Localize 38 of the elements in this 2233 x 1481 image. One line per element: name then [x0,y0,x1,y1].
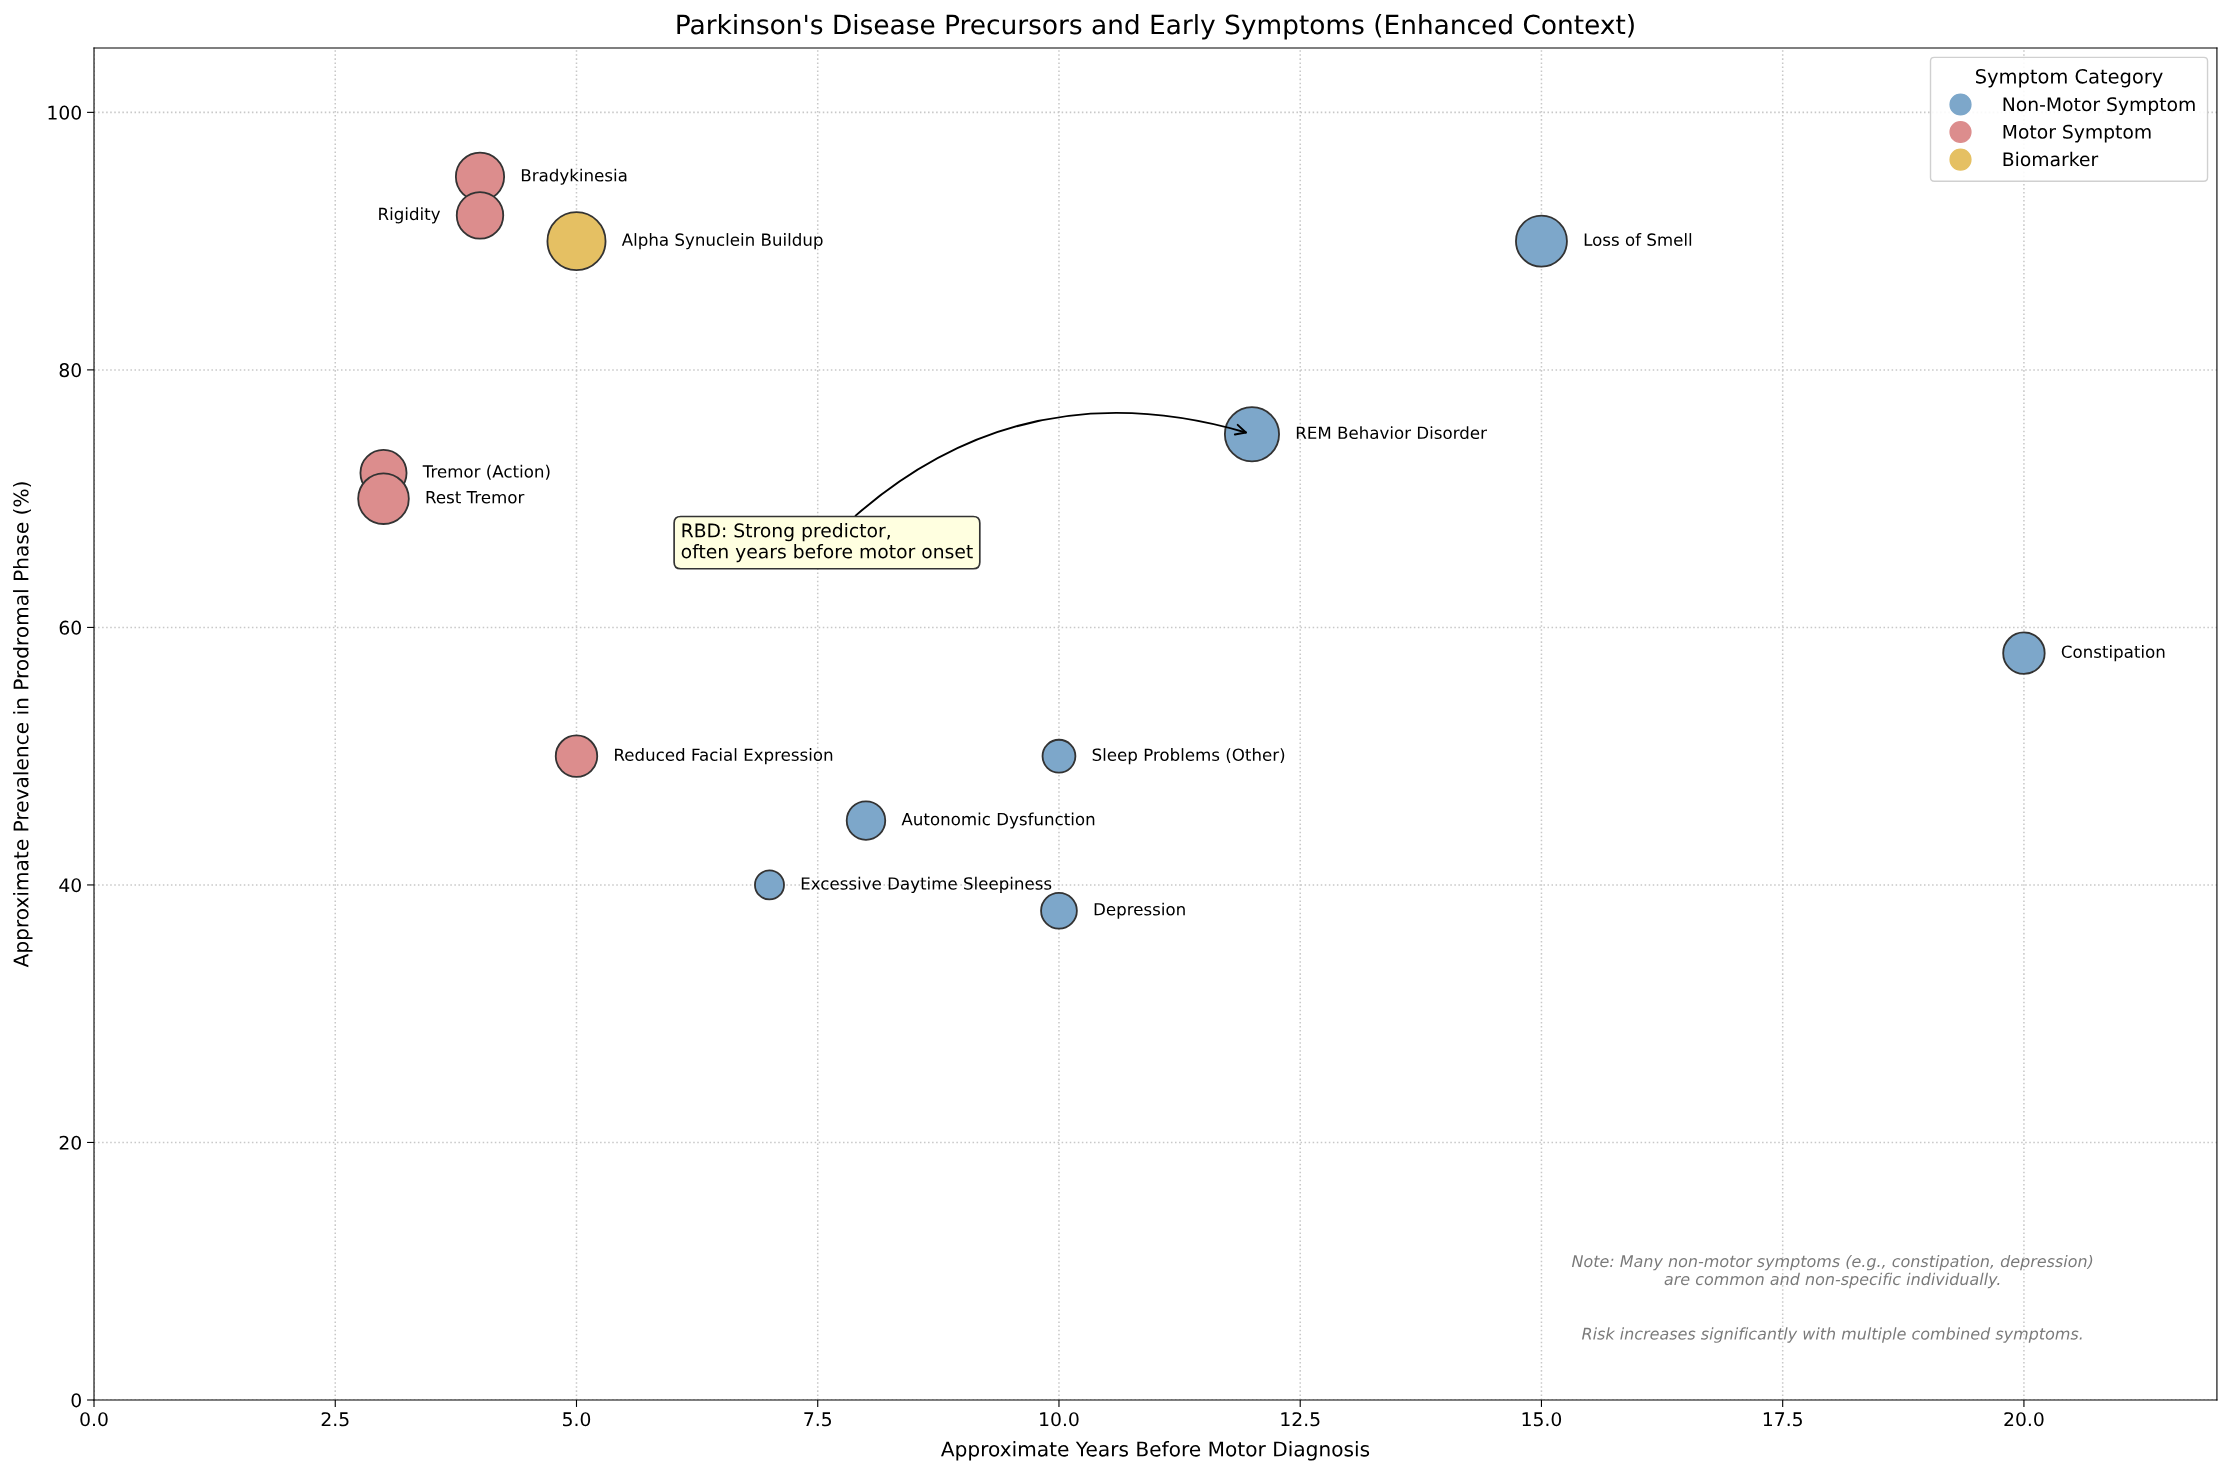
y-tick-label: 80 [59,363,81,378]
x-tick-label: 20.0 [2004,1412,2044,1427]
data-label: REM Behavior Disorder [1296,426,1487,440]
chart-title: Parkinson's Disease Precursors and Early Symptoms (Enhanced Context) [677,14,1634,40]
legend-label: Non-Motor Symptom [2003,97,2195,115]
x-tick-label: 5.0 [563,1412,591,1427]
y-tick-label: 60 [59,620,81,635]
data-label: Excessive Daytime Sleepiness [801,876,1052,893]
x-tick-label: 15.0 [1522,1412,1562,1427]
data-label: Rest Tremor [426,491,525,504]
annotation: Risk increases significantly with multiple combined symptoms. [1581,1327,2082,1343]
x-tick-label: 10.0 [1040,1412,1079,1427]
x-tick-label: 0.0 [80,1412,108,1427]
y-tick-label: 20 [59,1135,81,1150]
x-tick-label: 7.5 [804,1412,831,1427]
x-tick-label: 2.5 [321,1412,349,1427]
data-label: Alpha Synuclein Buildup [621,233,823,250]
data-label: Autonomic Dysfunction [901,812,1095,829]
annotation: RBD: Strong predictor, often years before motor onset [681,523,973,563]
data-label: Loss of Smell [1584,233,1692,246]
data-label: Reduced Facial Expression [615,748,833,765]
y-tick-label: 40 [59,878,81,893]
data-label: Rigidity [379,207,441,224]
data-label: Bradykinesia [521,168,627,185]
x-tick-label: 12.5 [1281,1412,1320,1427]
data-label: Constipation [2061,645,2165,662]
x-tick-label: 17.5 [1763,1412,1802,1427]
data-label: Tremor (Action) [422,464,550,480]
y-tick-label: 100 [48,105,81,120]
legend-title: Symptom Category [1976,68,2163,88]
annotation: Note: Many non-motor symptoms (e.g., constipation, depression) are common and non-specific individually. [1571,1254,2093,1289]
legend-label: Biomarker [2003,151,2099,167]
data-label: Depression [1094,902,1185,919]
y-tick-label: 0 [71,1393,81,1408]
legend-label: Motor Symptom [2003,124,2151,143]
y-axis-title: Approximate Prevalence in Prodromal Phase (%) [13,482,33,968]
x-axis-title: Approximate Years Before Motor Diagnosis [940,1441,1370,1461]
data-label: Sleep Problems (Other) [1092,748,1285,765]
